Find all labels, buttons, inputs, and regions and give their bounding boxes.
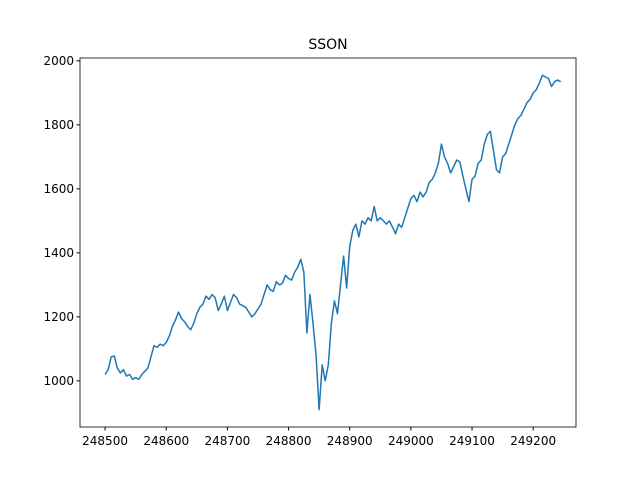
x-tick-label: 248600 xyxy=(143,434,189,448)
x-tick-label: 249100 xyxy=(449,434,495,448)
y-tick-label: 1800 xyxy=(43,118,74,132)
y-tick-label: 1200 xyxy=(43,310,74,324)
y-tick-label: 1400 xyxy=(43,246,74,260)
y-tick-label: 1600 xyxy=(43,182,74,196)
y-tick-label: 2000 xyxy=(43,54,74,68)
x-tick-label: 249200 xyxy=(510,434,556,448)
y-tick-label: 1000 xyxy=(43,374,74,388)
x-tick-label: 248900 xyxy=(327,434,373,448)
chart-title: SSON xyxy=(308,37,347,53)
x-tick-label: 248500 xyxy=(82,434,128,448)
x-tick-label: 248700 xyxy=(204,434,250,448)
x-tick-label: 249000 xyxy=(388,434,434,448)
line xyxy=(104,74,562,411)
x-tick-label: 248800 xyxy=(266,434,312,448)
plot-frame xyxy=(79,57,577,428)
